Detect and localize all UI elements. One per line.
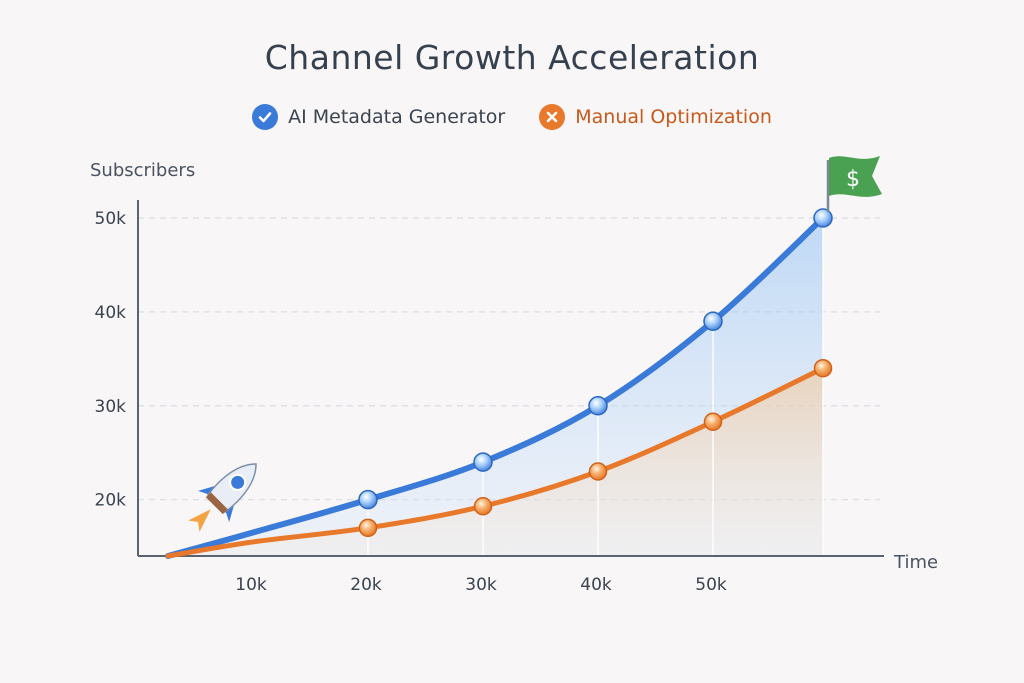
y-axis-label: Subscribers (90, 160, 195, 181)
cross-icon (539, 104, 566, 130)
series-markers (358, 208, 833, 538)
ai-data-point (588, 396, 608, 416)
manual-data-point (358, 518, 378, 538)
vertical-guides (367, 218, 824, 556)
ai-data-point (703, 311, 723, 332)
flag-icon: $ (826, 156, 882, 212)
legend: AI Metadata Generator Manual Optimizatio… (0, 104, 1024, 130)
y-tick-label: 40k (95, 303, 127, 323)
manual-data-point (588, 462, 608, 481)
x-tick-label: 20k (350, 575, 382, 595)
y-tick-label: 30k (95, 397, 127, 417)
ai-data-point (358, 489, 378, 510)
tick-labels: 20k 30k 40k 50k 10k 20k 30k 40k 50k (95, 209, 727, 595)
x-tick-label: 50k (695, 575, 727, 595)
manual-data-point (473, 496, 493, 516)
rocket-icon (188, 463, 257, 532)
flag-symbol: $ (846, 167, 860, 192)
x-tick-label: 30k (465, 575, 497, 595)
manual-area (168, 368, 823, 556)
legend-item-manual: Manual Optimization (539, 104, 772, 130)
chart-title: Channel Growth Acceleration (264, 38, 760, 77)
ai-data-point (813, 208, 833, 228)
y-tick-label: 20k (95, 491, 127, 511)
series-areas (168, 218, 823, 556)
manual-data-point (703, 412, 723, 431)
x-tick-label: 40k (580, 575, 612, 595)
legend-item-ai: AI Metadata Generator (252, 104, 505, 130)
x-axis-label: Time (893, 552, 938, 573)
y-tick-label: 50k (95, 209, 127, 229)
ai-data-point (473, 452, 493, 472)
check-icon (252, 104, 279, 130)
x-tick-label: 10k (235, 575, 267, 595)
legend-label-manual: Manual Optimization (575, 106, 772, 128)
legend-label-ai: AI Metadata Generator (288, 106, 506, 128)
manual-data-point (813, 358, 833, 378)
